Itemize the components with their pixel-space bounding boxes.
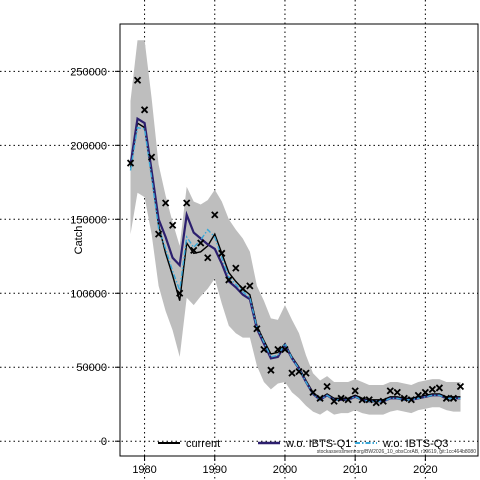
observed-point [197, 239, 205, 247]
observed-point [253, 325, 261, 333]
observed-point [386, 387, 394, 395]
y-tick-label: 0 [101, 436, 107, 448]
observed-point [316, 394, 324, 402]
observed-point [239, 285, 247, 293]
observed-point [421, 388, 429, 397]
observed-point [281, 345, 289, 354]
observed-point [246, 282, 254, 290]
observed-point [407, 396, 415, 404]
observed-point [456, 382, 465, 391]
observed-point [400, 394, 408, 402]
observed-point [428, 385, 437, 394]
observed-point [225, 276, 233, 284]
observed-point [330, 397, 338, 405]
footer-text: stockassessment.org/BW2026_10_obsCorAB, … [317, 449, 476, 455]
x-tick-label: 1990 [203, 464, 227, 476]
x-tick-label: 2000 [273, 464, 297, 476]
axes-group: 1980 1990 2000 2010 2020 0 50000 100000 150000 20… [70, 66, 437, 476]
legend: current w.o. IBTS-Q1 w.o. IBTS-Q3 [158, 438, 448, 450]
observed-point [337, 394, 345, 402]
observed-point [309, 388, 317, 397]
legend-label-2: w.o. IBTS-Q1 [285, 438, 351, 450]
observed-point [288, 369, 296, 377]
observed-point [190, 246, 198, 254]
observed-point [133, 76, 142, 84]
series-line-3 [129, 126, 461, 402]
observed-point [449, 394, 458, 402]
observed-point [295, 368, 303, 376]
observed-point [154, 230, 163, 238]
y-tick-label: 50000 [76, 362, 107, 374]
observed-point [435, 384, 444, 392]
observed-point [442, 394, 451, 402]
observed-point [126, 159, 135, 167]
observed-point [267, 366, 275, 374]
x-tick-label: 2010 [343, 464, 367, 476]
observed-point [323, 382, 331, 391]
observed-point [204, 254, 212, 262]
y-axis-label: Catch [73, 226, 85, 255]
observed-point [358, 396, 366, 404]
y-tick-label: 200000 [70, 140, 107, 152]
observed-point [161, 199, 170, 207]
observed-point [211, 211, 219, 219]
observed-point [344, 396, 352, 404]
y-tick-label: 100000 [70, 288, 107, 300]
observed-point [379, 397, 387, 405]
observed-point [140, 106, 149, 114]
observed-point [260, 345, 268, 354]
x-tick-label: 1980 [132, 464, 156, 476]
observed-point [218, 249, 226, 257]
observed-point [302, 369, 310, 377]
observed-point [414, 391, 422, 399]
observed-markers-group [126, 76, 465, 407]
observed-point [393, 388, 401, 397]
observed-point [274, 345, 282, 354]
legend-label-1: current [186, 438, 220, 450]
observed-point [147, 153, 156, 161]
observed-point [183, 199, 191, 207]
observed-point [176, 289, 184, 297]
legend-label-3: w.o. IBTS-Q3 [382, 438, 448, 450]
observed-point [365, 396, 373, 404]
plot-frame [119, 23, 479, 457]
y-tick-label: 150000 [70, 214, 107, 226]
observed-point [169, 221, 177, 229]
confidence-band-group [130, 40, 461, 415]
observed-point [232, 264, 240, 272]
observed-point [372, 399, 380, 407]
observed-point [351, 387, 359, 395]
confidence-band [130, 40, 461, 415]
y-tick-label: 250000 [70, 66, 107, 78]
x-tick-label: 2020 [413, 464, 437, 476]
